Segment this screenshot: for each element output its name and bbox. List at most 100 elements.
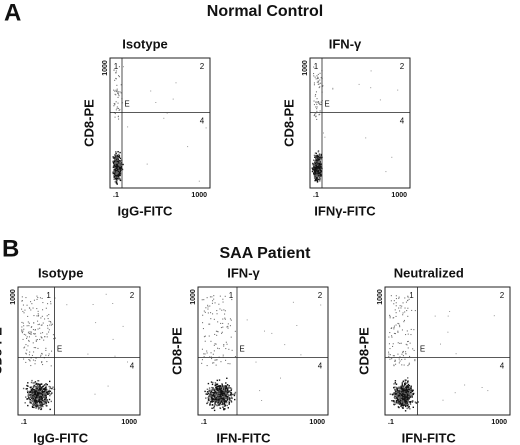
event-dot [216,359,218,361]
event-dot [395,298,397,300]
event-dot [223,408,225,410]
event-dot [32,392,35,394]
event-dot [320,304,322,306]
event-dot [28,340,30,342]
event-dot [44,395,46,397]
event-dot [122,163,124,166]
event-dot [409,408,411,410]
event-dot [23,333,25,335]
event-dot [391,156,393,158]
event-dot [35,402,37,404]
event-dot [210,340,212,342]
event-dot [223,399,225,401]
event-dot [405,395,407,398]
event-dot [46,333,48,335]
event-dot [404,398,406,400]
event-dot [388,351,390,353]
event-dot [45,404,47,406]
event-dot [118,109,120,111]
event-dot [408,393,410,396]
event-dot [316,103,318,105]
event-dot [39,384,41,387]
y-tick-label: 1000 [102,60,109,76]
event-dot [33,401,35,403]
event-dot [316,81,318,83]
event-dot [229,318,231,320]
event-dot [224,397,226,399]
event-dot [45,405,48,407]
event-dot [210,356,212,358]
event-dot [32,399,34,401]
quadrant-label: 4 [318,362,323,371]
event-dot [30,301,32,303]
event-dot [403,384,406,386]
event-dot [38,399,40,401]
event-dot [217,389,219,392]
event-dot [48,398,51,401]
event-dot [214,399,217,402]
event-dot [401,388,403,391]
event-dot [393,364,395,366]
event-dot [232,393,234,396]
event-dot [399,391,401,394]
event-dot [28,397,31,399]
event-dot [219,404,221,406]
event-dot [21,296,23,298]
event-dot [227,387,229,389]
event-dot [43,388,45,390]
event-dot [116,165,118,168]
y-tick-label: 1000 [377,289,384,305]
event-dot [315,94,317,96]
event-dot [37,328,39,330]
event-dot [315,78,317,80]
event-dot [211,396,214,398]
event-dot [213,407,215,409]
event-dot [227,388,229,390]
event-dot [222,396,225,398]
event-dot [398,387,400,389]
event-dot [230,393,232,395]
event-dot [397,330,399,332]
event-dot [407,341,409,343]
event-dot [212,381,214,384]
event-dot [396,395,398,397]
event-dot [114,103,116,105]
event-dot [398,395,401,397]
quadrant-label: 2 [400,62,405,71]
event-dot [216,313,218,315]
event-dot [34,398,36,400]
event-dot [316,181,319,183]
event-dot [388,355,390,357]
quadrant-label: 1 [114,62,119,71]
event-dot [29,399,32,401]
event-dot [39,400,41,403]
event-dot [33,315,35,317]
event-dot [455,353,457,355]
event-dot [317,171,319,173]
event-dot [32,390,34,392]
event-dot [220,388,222,390]
event-dot [399,387,401,389]
event-dot [409,401,411,403]
event-dot [209,395,211,397]
event-dot [29,400,31,403]
event-dot [313,169,315,171]
event-dot [221,383,223,385]
event-dot [38,401,41,403]
event-dot [403,321,405,323]
event-dot [224,313,226,315]
event-dot [315,162,317,165]
event-dot [226,377,228,379]
event-dot [217,392,219,394]
event-dot [115,152,117,155]
event-dot [218,403,221,405]
event-dot [34,390,37,393]
event-dot [35,404,37,406]
event-dot [42,396,44,398]
event-dot [403,402,405,405]
event-dot [318,102,320,104]
event-dot [116,106,118,108]
event-dot [399,393,402,395]
event-dot [32,388,34,391]
